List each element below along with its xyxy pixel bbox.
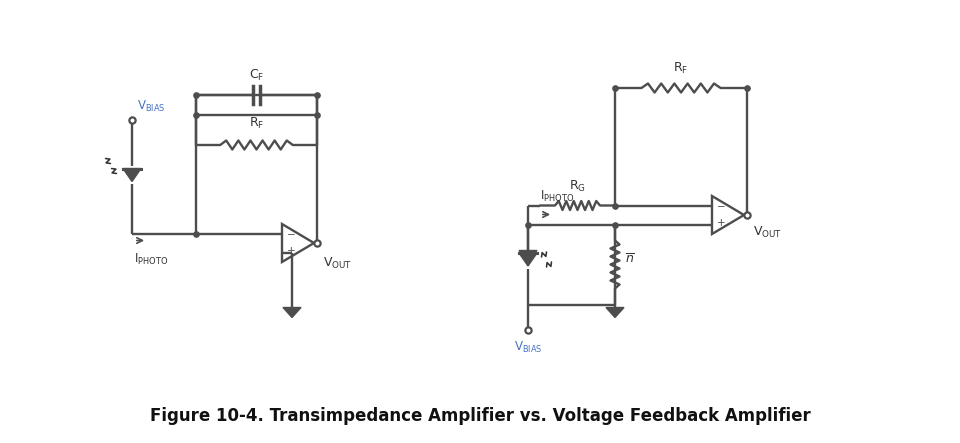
Text: $\mathsf{V_{BIAS}}$: $\mathsf{V_{BIAS}}$ [514,339,542,354]
Text: $\mathsf{I_{PHOTO}}$: $\mathsf{I_{PHOTO}}$ [134,252,168,267]
Text: −: − [717,202,726,212]
Text: $\overline{\mathit{n}}$: $\overline{\mathit{n}}$ [625,253,635,266]
Text: +: + [717,218,726,228]
Polygon shape [123,168,141,182]
Text: $\mathsf{C_F}$: $\mathsf{C_F}$ [249,68,264,83]
Text: $\mathsf{R_F}$: $\mathsf{R_F}$ [673,61,688,76]
Text: $\mathsf{R_F}$: $\mathsf{R_F}$ [249,116,264,131]
Text: +: + [287,245,296,256]
Text: −: − [287,230,296,241]
Text: $\mathsf{I_{PHOTO}}$: $\mathsf{I_{PHOTO}}$ [540,188,574,203]
Text: $\mathsf{R_G}$: $\mathsf{R_G}$ [569,179,586,194]
Polygon shape [606,307,624,318]
Polygon shape [283,307,301,318]
Text: $\mathsf{V_{OUT}}$: $\mathsf{V_{OUT}}$ [323,256,352,271]
Text: $\mathsf{V_{BIAS}}$: $\mathsf{V_{BIAS}}$ [137,99,165,114]
Text: Figure 10-4. Transimpedance Amplifier vs. Voltage Feedback Amplifier: Figure 10-4. Transimpedance Amplifier vs… [150,407,810,425]
Polygon shape [519,253,537,266]
Text: $\mathsf{V_{OUT}}$: $\mathsf{V_{OUT}}$ [753,225,782,240]
Polygon shape [519,250,537,260]
